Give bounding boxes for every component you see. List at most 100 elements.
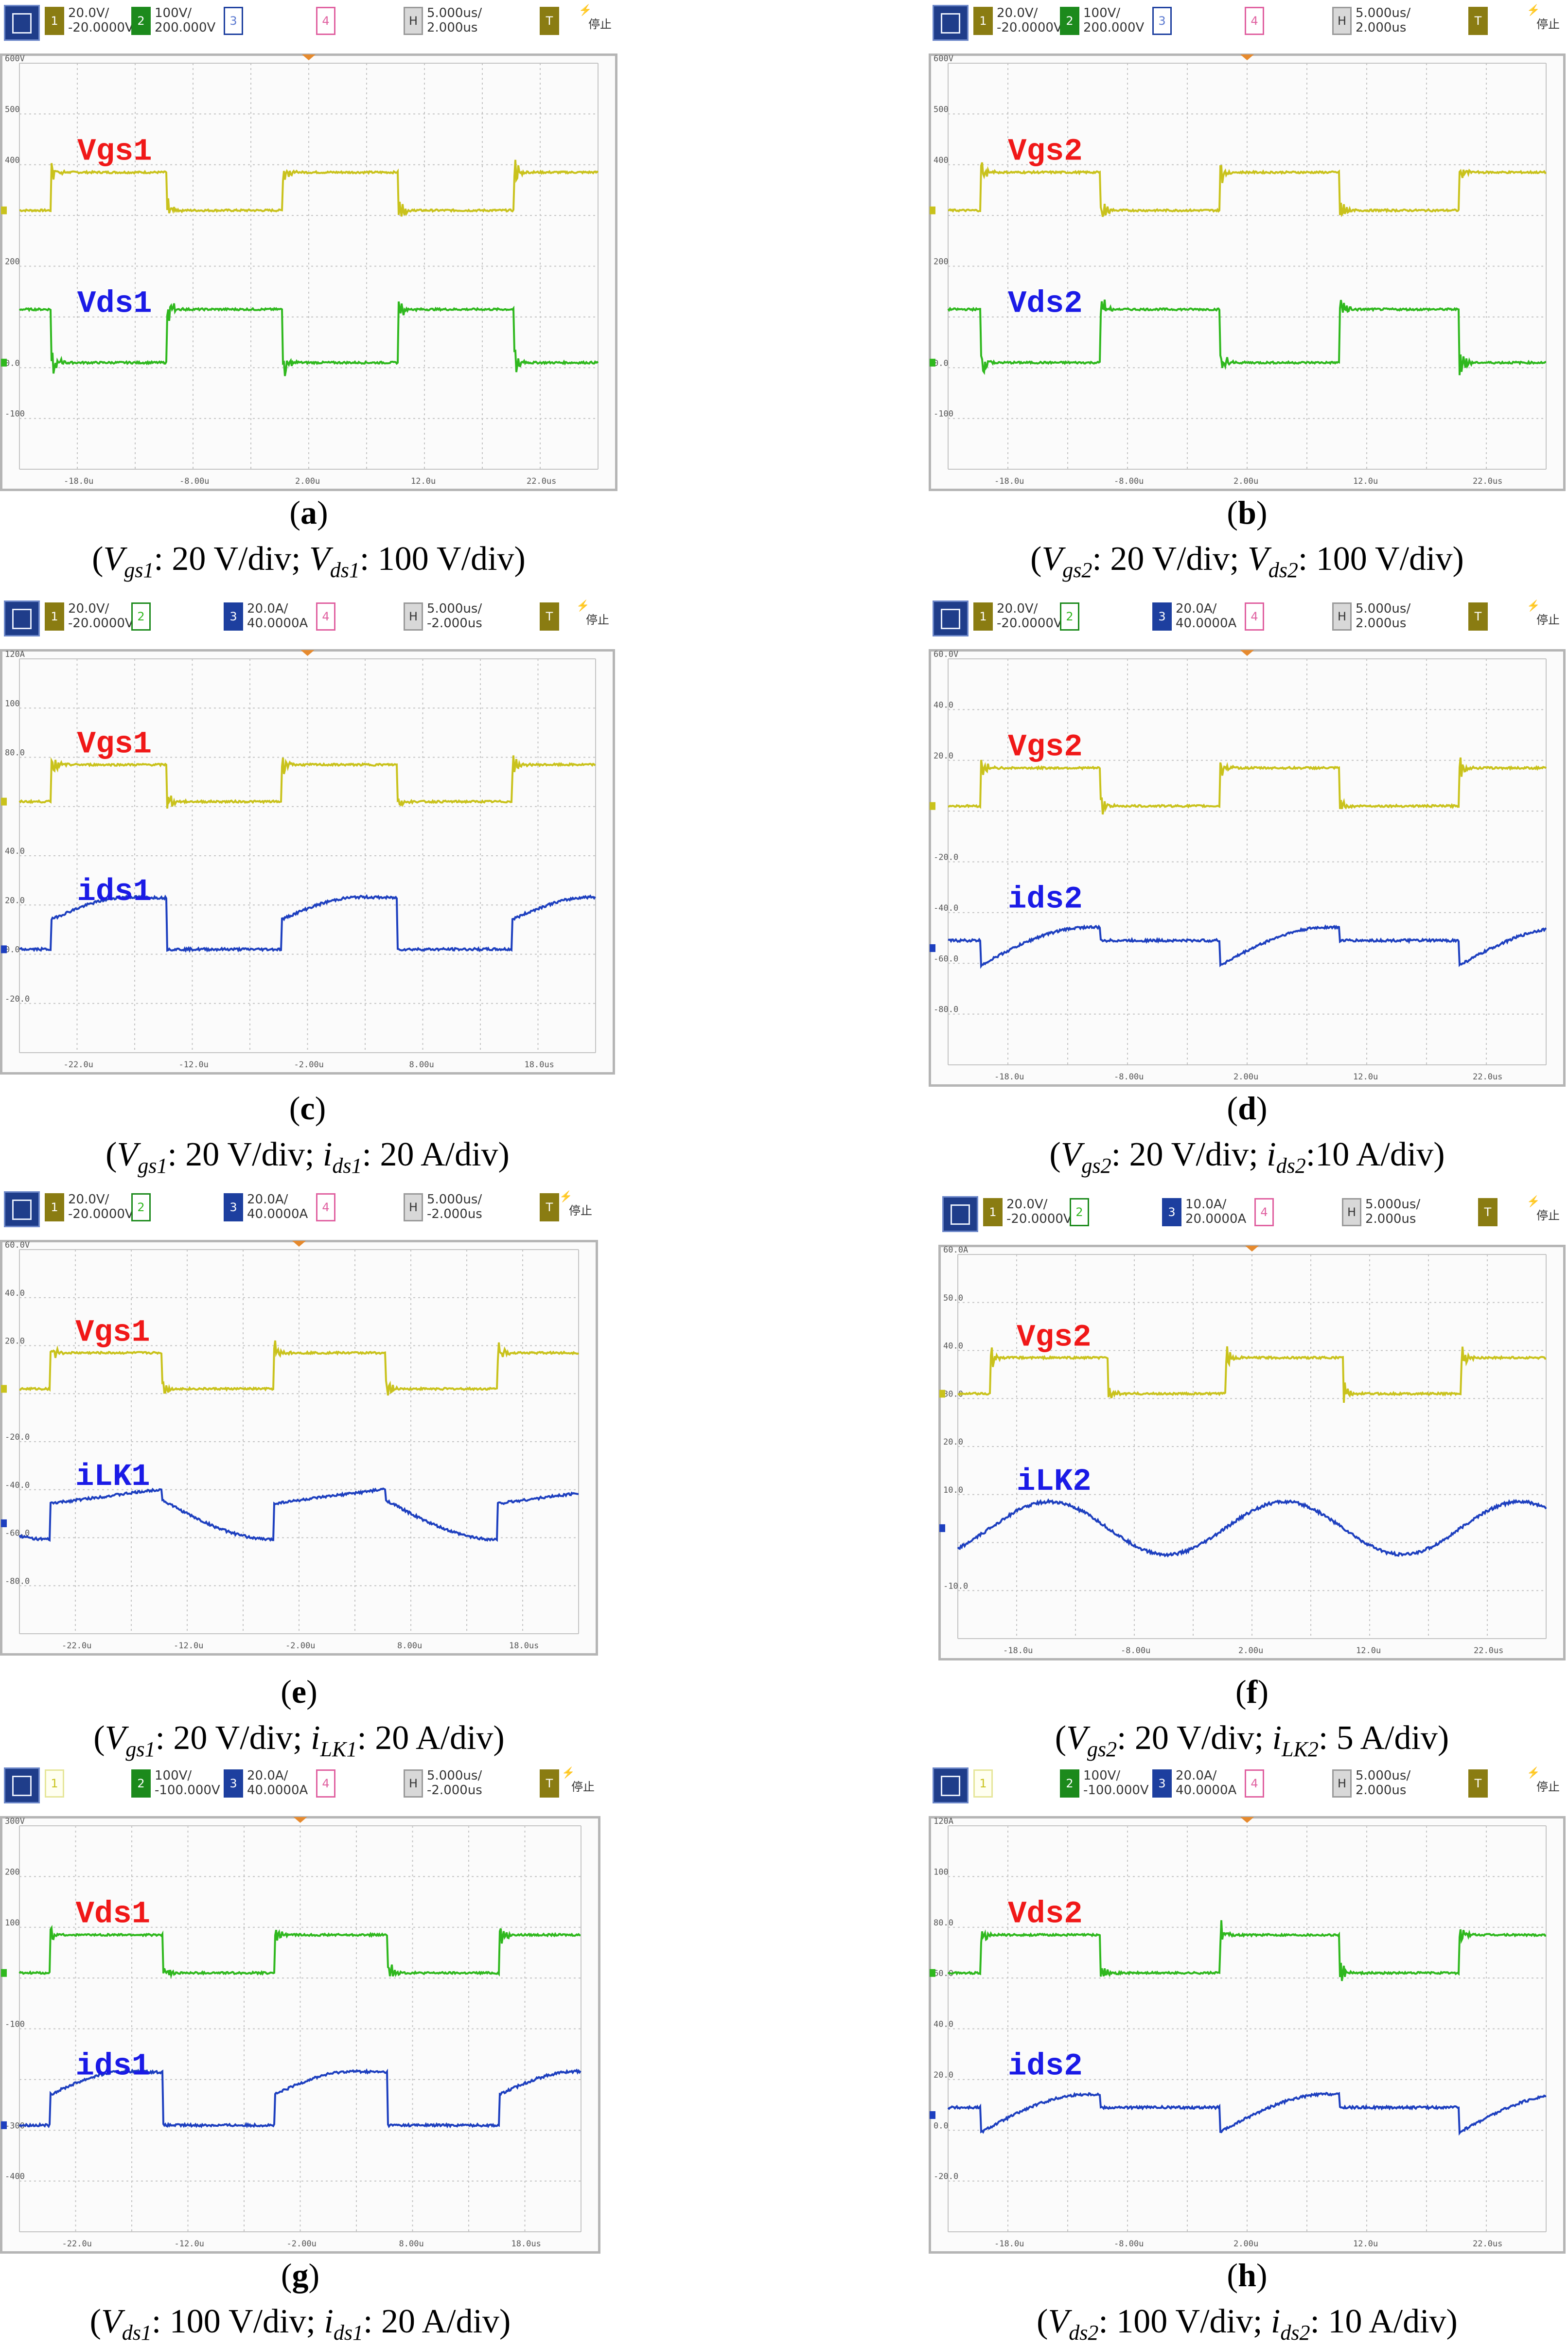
ch2-button[interactable]: 2 — [1060, 1769, 1079, 1798]
ch-ground-marker-2[interactable] — [930, 358, 935, 367]
menu-icon[interactable] — [4, 1767, 40, 1803]
grid — [948, 658, 1547, 1065]
trigger-marker[interactable] — [1240, 1817, 1254, 1823]
trigger-button[interactable]: T — [540, 1769, 559, 1798]
ch2-button[interactable]: 2 — [1060, 602, 1079, 631]
signal-label-1: Vds1 — [76, 1897, 151, 1932]
menu-icon[interactable] — [933, 600, 969, 636]
ch3-readout: 20.0A/40.0000A — [1176, 1768, 1236, 1798]
ch1-button[interactable]: 1 — [45, 1769, 64, 1798]
trigger-marker[interactable] — [1245, 1246, 1259, 1252]
ch4-button[interactable]: 4 — [316, 1769, 335, 1798]
trigger-button[interactable]: T — [540, 602, 559, 631]
ch2-button[interactable]: 2 — [1070, 1198, 1089, 1226]
ch1-button[interactable]: 1 — [973, 602, 993, 631]
trace-vds1 — [18, 1924, 581, 1979]
ch-ground-marker-1[interactable] — [1, 206, 7, 214]
ch3-button[interactable]: 3 — [224, 7, 243, 35]
ch2-button[interactable]: 2 — [131, 1769, 151, 1798]
ch4-button[interactable]: 4 — [1245, 1769, 1264, 1798]
ch-ground-marker-1[interactable] — [1, 1385, 7, 1393]
trigger-marker[interactable] — [292, 1241, 306, 1247]
signal-label-1: Vgs1 — [77, 727, 152, 762]
horizontal-button[interactable]: H — [404, 602, 423, 631]
ch3-button[interactable]: 3 — [224, 1193, 243, 1221]
ch4-button[interactable]: 4 — [1254, 1198, 1274, 1226]
ch4-button[interactable]: 4 — [316, 1193, 335, 1221]
signal-label-2: Vds1 — [77, 286, 152, 321]
ch3-button[interactable]: 3 — [1152, 602, 1172, 631]
trigger-marker[interactable] — [302, 54, 316, 60]
menu-icon[interactable] — [4, 5, 40, 41]
ch1-offset: -20.0000V — [68, 20, 134, 35]
y-tick-label: 400 — [934, 156, 949, 165]
menu-icon[interactable] — [4, 600, 40, 636]
ch4-button[interactable]: 4 — [316, 602, 335, 631]
ch1-button[interactable]: 1 — [983, 1198, 1003, 1226]
ch-ground-marker-2[interactable] — [1, 1519, 7, 1527]
ch1-button[interactable]: 1 — [973, 1769, 993, 1798]
ch3-button[interactable]: 3 — [1152, 7, 1172, 35]
trigger-button[interactable]: T — [540, 1193, 559, 1221]
ch4-button[interactable]: 4 — [1245, 7, 1264, 35]
run-status-text: 停止 — [586, 613, 609, 627]
ch2-button[interactable]: 2 — [131, 1193, 151, 1221]
ch1-button[interactable]: 1 — [45, 1193, 64, 1221]
ch-ground-marker-2[interactable] — [1, 358, 7, 367]
ch4-button[interactable]: 4 — [1245, 602, 1264, 631]
trigger-marker[interactable] — [293, 1817, 307, 1823]
ch-ground-marker-1[interactable] — [930, 1969, 935, 1977]
horizontal-button[interactable]: H — [1342, 1198, 1361, 1226]
ch3-button[interactable]: 3 — [224, 602, 243, 631]
run-status: 停止 — [569, 1201, 592, 1218]
ch-ground-marker-2[interactable] — [939, 1524, 945, 1532]
menu-icon[interactable] — [942, 1196, 978, 1232]
trace-vgs2 — [957, 1346, 1547, 1403]
horizontal-button[interactable]: H — [404, 1193, 423, 1221]
ch3-readout: 20.0A/40.0000A — [1176, 601, 1236, 631]
trigger-marker[interactable] — [1240, 650, 1254, 656]
ch-ground-marker-1[interactable] — [1, 1969, 7, 1977]
trigger-button[interactable]: T — [1468, 602, 1488, 631]
ch4-button[interactable]: 4 — [316, 7, 335, 35]
ch-ground-marker-1[interactable] — [1, 797, 7, 806]
ch2-button[interactable]: 2 — [1060, 7, 1079, 35]
trigger-button[interactable]: T — [1468, 7, 1488, 35]
ch1-button[interactable]: 1 — [45, 602, 64, 631]
menu-icon[interactable] — [4, 1191, 40, 1227]
trigger-marker[interactable] — [300, 650, 315, 656]
ch-ground-marker-2[interactable] — [1, 945, 7, 953]
trigger-button[interactable]: T — [540, 7, 559, 35]
horizontal-button[interactable]: H — [404, 7, 423, 35]
trigger-marker[interactable] — [1240, 54, 1254, 60]
ch1-button[interactable]: 1 — [973, 7, 993, 35]
menu-icon[interactable] — [933, 5, 969, 41]
ch2-button[interactable]: 2 — [131, 602, 151, 631]
trigger-button[interactable]: T — [1478, 1198, 1498, 1226]
horizontal-button[interactable]: H — [1332, 602, 1352, 631]
menu-icon[interactable] — [933, 1767, 969, 1803]
y-tick-label: -20.0 — [934, 853, 958, 863]
ch-ground-marker-2[interactable] — [930, 944, 935, 952]
ch1-readout: 20.0V/-20.0000V — [68, 1192, 134, 1221]
horizontal-button[interactable]: H — [1332, 7, 1352, 35]
ch-ground-marker-1[interactable] — [930, 206, 935, 214]
ch3-button[interactable]: 3 — [1162, 1198, 1181, 1226]
ch1-button[interactable]: 1 — [45, 7, 64, 35]
ch-ground-marker-1[interactable] — [930, 802, 935, 810]
y-tick-label: 500 — [5, 105, 20, 114]
ch-ground-marker-2[interactable] — [1, 2121, 7, 2129]
ch-ground-marker-2[interactable] — [930, 2111, 935, 2119]
y-tick-label: -300 — [5, 2121, 25, 2131]
trace-vgs2 — [948, 757, 1547, 815]
ch3-button[interactable]: 3 — [1152, 1769, 1172, 1798]
ch3-button[interactable]: 3 — [224, 1769, 243, 1798]
ch-ground-marker-1[interactable] — [939, 1390, 945, 1398]
trigger-button[interactable]: T — [1468, 1769, 1488, 1798]
horizontal-button[interactable]: H — [404, 1769, 423, 1798]
horizontal-button[interactable]: H — [1332, 1769, 1352, 1798]
ch1-scale: 20.0V/ — [68, 1192, 109, 1207]
x-tick-label: -22.0u — [62, 1641, 91, 1651]
ch2-button[interactable]: 2 — [131, 7, 151, 35]
grid — [948, 1825, 1547, 2232]
